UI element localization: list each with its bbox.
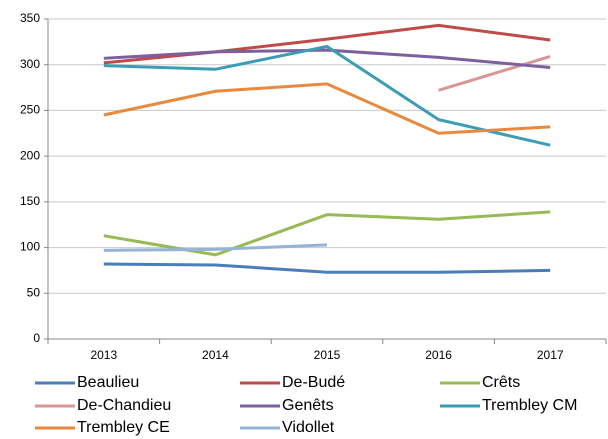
y-tick-label: 0 bbox=[33, 331, 40, 345]
x-tick-label: 2015 bbox=[314, 348, 341, 362]
x-tick-label: 2014 bbox=[202, 348, 229, 362]
legend-label: Crêts bbox=[482, 374, 520, 391]
series-line bbox=[103, 44, 551, 147]
y-tick-label: 50 bbox=[27, 285, 41, 299]
legend-label: Trembley CE bbox=[77, 419, 170, 436]
legend-label: Vidollet bbox=[282, 419, 335, 436]
x-tick-label: 2017 bbox=[537, 348, 564, 362]
series-line bbox=[103, 82, 551, 135]
y-tick-label: 250 bbox=[20, 103, 40, 117]
series-line bbox=[103, 262, 551, 274]
y-tick-label: 150 bbox=[20, 194, 40, 208]
series-line bbox=[103, 48, 551, 69]
y-tick-label: 350 bbox=[20, 11, 40, 25]
series-line bbox=[438, 55, 551, 92]
legend-label: De-Chandieu bbox=[77, 397, 171, 414]
x-tick-label: 2016 bbox=[425, 348, 452, 362]
series-line bbox=[103, 243, 328, 252]
series-line bbox=[103, 23, 551, 65]
legend-label: Beaulieu bbox=[77, 374, 139, 391]
y-tick-label: 200 bbox=[20, 148, 40, 162]
legend-label: De-Budé bbox=[282, 374, 345, 391]
legend-label: Trembley CM bbox=[482, 397, 577, 414]
y-tick-label: 100 bbox=[20, 240, 40, 254]
y-tick-label: 300 bbox=[20, 57, 40, 71]
legend-label: Genêts bbox=[282, 397, 334, 414]
x-tick-label: 2013 bbox=[90, 348, 117, 362]
